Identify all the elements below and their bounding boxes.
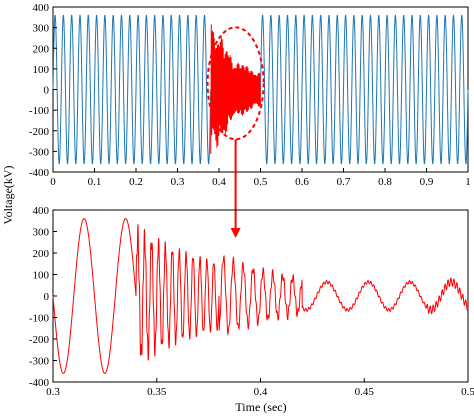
- y-tick-label-7: -300: [29, 356, 50, 368]
- y-tick-label-1: 300: [33, 227, 50, 239]
- x-tick-label-2: 0.2: [129, 176, 143, 188]
- y-tick-label-6: -200: [29, 126, 50, 138]
- top-y-ticks: 400 300 200 100 0 -100 -200 -300 -400: [29, 2, 57, 179]
- bottom-series-line: [52, 218, 469, 374]
- y-tick-label-5: -100: [29, 313, 50, 325]
- x-tick-label-6: 0.6: [295, 176, 309, 188]
- y-tick-label-2: 200: [33, 43, 50, 55]
- bottom-panel: 0.3 0.35 0.4 0.45 0.5 400 300 200 100 0 -100 -200 -…: [29, 205, 474, 398]
- x-tick-label-9: 0.9: [420, 176, 434, 188]
- y-tick-label-3: 100: [33, 270, 50, 282]
- top-fault-transient: [210, 24, 261, 154]
- top-panel: 0 0.1 0.2 0.3 0.4 0.5 0.6 0.7 0.8 0.9 1 400 300 200 1…: [29, 2, 471, 188]
- x-tick-label-4: 0.4: [212, 176, 226, 188]
- y-tick-label-3: 100: [33, 64, 50, 76]
- y-tick-label-4: 0: [44, 291, 50, 303]
- zoom-arrow-head: [230, 228, 241, 238]
- x-tick-label-7: 0.7: [337, 176, 351, 188]
- x-tick-label-4: 0.5: [461, 386, 474, 398]
- top-series-line: [52, 14, 469, 165]
- x-tick-label-2: 0.4: [254, 386, 268, 398]
- y-tick-label-5: -100: [29, 105, 50, 117]
- y-tick-label-4: 0: [44, 85, 50, 97]
- x-tick-label-0: 0.3: [46, 386, 60, 398]
- x-tick-label-3: 0.45: [355, 386, 375, 398]
- y-tick-label-8: -400: [29, 377, 50, 389]
- x-tick-label-3: 0.3: [171, 176, 185, 188]
- bottom-y-ticks: 400 300 200 100 0 -100 -200 -300 -400: [29, 205, 57, 389]
- x-axis-label: Time (sec): [235, 400, 286, 414]
- x-tick-label-1: 0.35: [147, 386, 167, 398]
- x-tick-label-0: 0: [50, 176, 56, 188]
- x-tick-label-5: 0.5: [254, 176, 268, 188]
- zoom-arrow: [230, 139, 241, 238]
- y-tick-label-0: 400: [33, 205, 50, 217]
- x-tick-label-8: 0.8: [378, 176, 392, 188]
- fault-highlight-ellipse: [206, 26, 265, 141]
- y-tick-label-2: 200: [33, 248, 50, 260]
- y-axis-label: Voltage(kV): [1, 165, 15, 224]
- x-tick-label-1: 0.1: [88, 176, 102, 188]
- bottom-x-ticks: 0.3 0.35 0.4 0.45 0.5: [46, 378, 474, 398]
- x-tick-label-10: 1: [465, 176, 471, 188]
- y-tick-label-7: -300: [29, 146, 50, 158]
- y-tick-label-1: 300: [33, 23, 50, 35]
- top-x-ticks: 0 0.1 0.2 0.3 0.4 0.5 0.6 0.7 0.8 0.9 1: [50, 168, 471, 188]
- y-tick-label-0: 400: [33, 2, 50, 14]
- y-tick-label-6: -200: [29, 334, 50, 346]
- y-tick-label-8: -400: [29, 167, 50, 179]
